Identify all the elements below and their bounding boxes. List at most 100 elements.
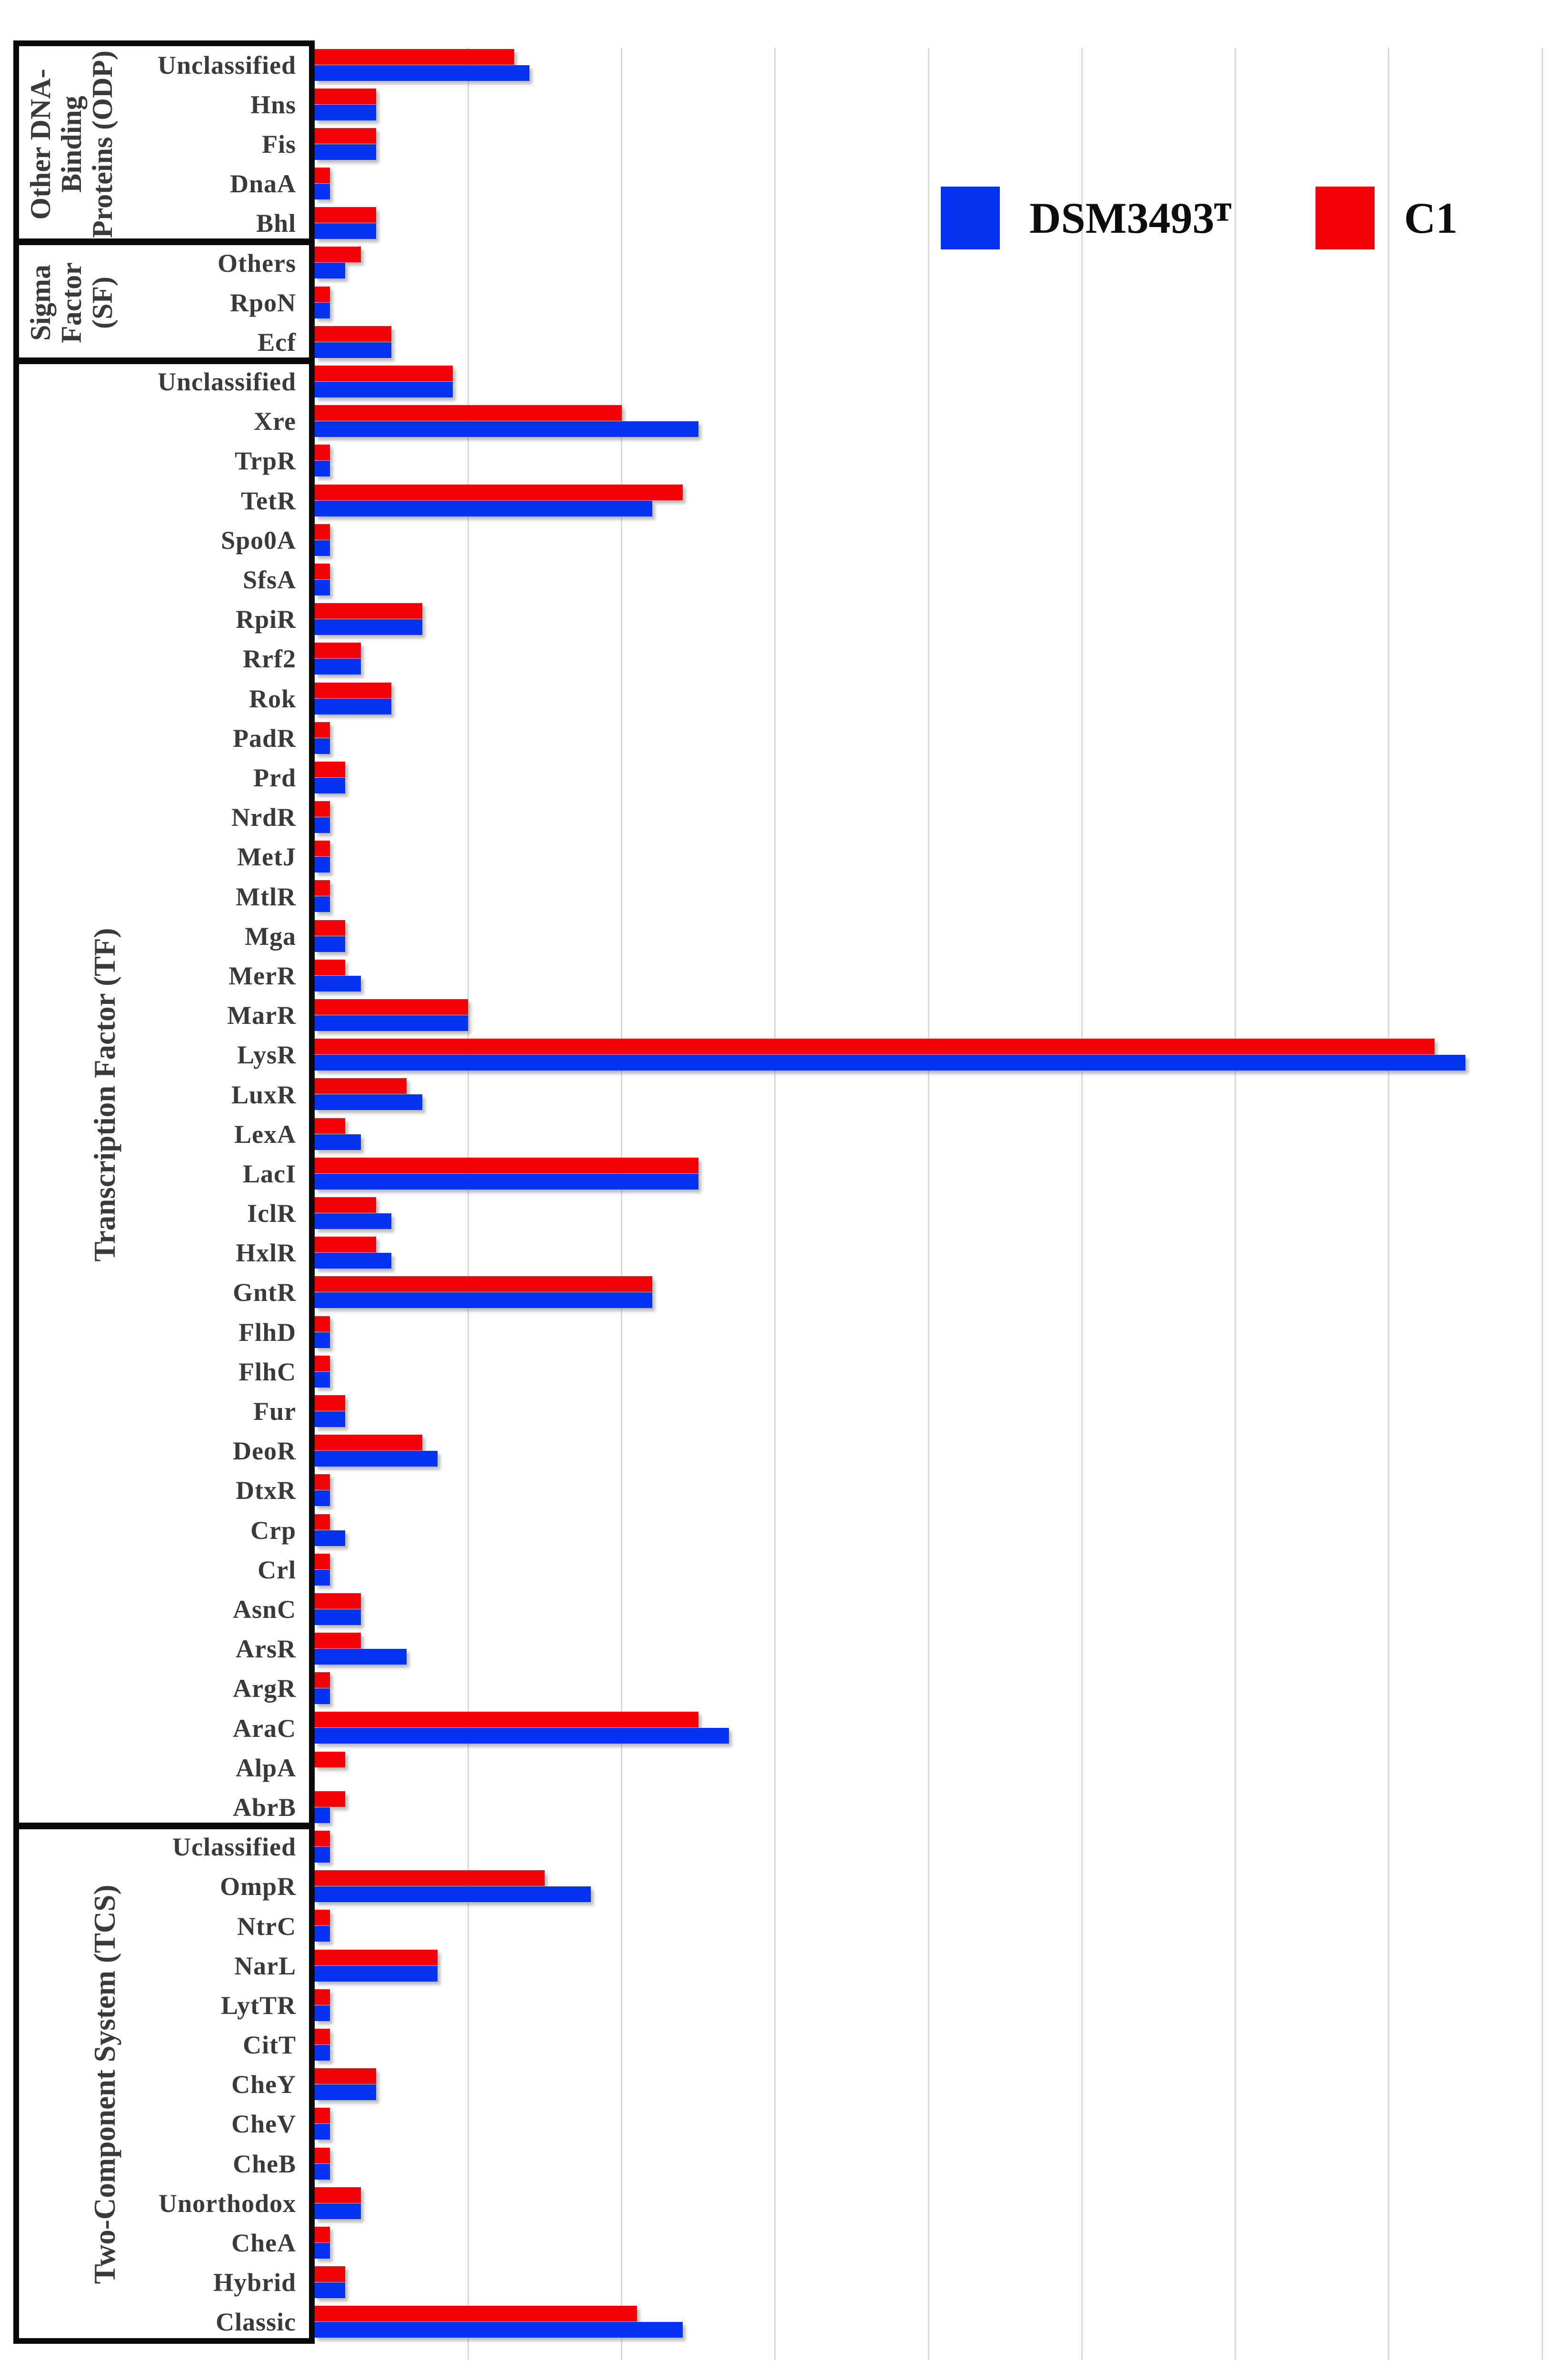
bar-c1 [315,1751,346,1767]
row-label: CheB [232,2149,296,2178]
row-label: ArgR [233,1674,296,1703]
bar-c1 [315,2266,346,2282]
legend-swatch [1316,187,1375,249]
bar-dsm3493t [315,1094,422,1111]
row-label: Hns [250,90,296,119]
row-label: OmpR [219,1872,296,1901]
row-label: AbrB [232,1793,296,1822]
legend-label: C1 [1404,194,1458,242]
gridline [1388,48,1390,2360]
bar-c1 [315,999,469,1015]
row-label: Xre [254,407,296,436]
bar-dsm3493t [315,1490,330,1507]
row-label: MerR [229,961,296,990]
bar-dsm3493t [315,302,330,318]
bar-dsm3493t [315,500,652,516]
bar-dsm3493t [315,2045,330,2061]
row-label: ArsR [236,1635,296,1664]
legend-label: DSM3493ᵀ [1029,194,1231,242]
bar-dsm3493t [315,619,422,635]
bar-c1 [315,1078,407,1094]
row-label: FlhC [238,1357,296,1386]
row-label: FlhD [238,1318,296,1347]
bar-c1 [315,2187,361,2203]
bar-dsm3493t [315,382,453,398]
bar-c1 [315,1435,422,1451]
bar-dsm3493t [315,857,330,873]
bar-c1 [315,445,330,461]
row-label: Classic [216,2308,296,2337]
bar-c1 [315,563,330,579]
bar-c1 [315,643,361,659]
row-label: Unclassified [157,367,296,397]
row-label: DnaA [229,169,296,198]
bar-c1 [315,722,330,738]
bar-dsm3493t [315,1847,330,1863]
row-label: MarR [227,1001,296,1030]
gridline [467,48,469,2360]
bar-c1 [315,959,346,975]
row-label: Mga [245,922,296,951]
bar-dsm3493t [315,2203,361,2219]
bar-dsm3493t [315,1134,361,1150]
bar-dsm3493t [315,184,330,200]
gridline [1081,48,1083,2360]
legend-item: DSM3493ᵀ [941,187,1231,249]
bar-dsm3493t [315,579,330,595]
bar-c1 [315,2068,376,2084]
bar-c1 [315,920,346,936]
row-label: Spo0A [220,526,296,555]
bar-dsm3493t [315,1371,330,1388]
row-label: Rrf2 [243,645,296,674]
bar-c1 [315,1118,346,1134]
bar-dsm3493t [315,1411,346,1427]
row-label: LytTR [220,1991,296,2020]
row-label: LysR [237,1041,296,1070]
bar-c1 [315,207,376,223]
bar-c1 [315,801,330,817]
bar-dsm3493t [315,104,376,120]
bar-c1 [315,1593,361,1609]
bar-c1 [315,405,622,421]
bar-c1 [315,49,514,65]
bar-c1 [315,880,330,896]
row-label: Ecf [258,327,296,357]
bar-c1 [315,2029,330,2044]
row-label: Uclassified [172,1833,296,1862]
row-label: CheA [231,2229,296,2258]
bar-dsm3493t [315,263,346,279]
bar-c1 [315,1355,330,1371]
bar-dsm3493t [315,2242,330,2259]
bar-c1 [315,168,330,184]
bar-dsm3493t [315,1728,729,1744]
bar-dsm3493t [315,1807,330,1823]
bar-dsm3493t [315,777,346,793]
bar-dsm3493t [315,1253,392,1269]
bar-c1 [315,1870,545,1886]
bar-c1 [315,1039,1435,1055]
row-label: AraC [233,1714,296,1743]
bar-dsm3493t [315,659,361,675]
gridline [1235,48,1236,2360]
row-label: Others [218,248,296,278]
row-label: IclR [247,1199,296,1228]
row-label: SfsA [242,565,296,595]
row-label: Crp [250,1516,296,1545]
bar-c1 [315,2226,330,2242]
bar-dsm3493t [315,738,330,754]
bar-dsm3493t [315,1569,330,1586]
bar-dsm3493t [315,2322,683,2338]
bar-c1 [315,1514,330,1530]
bar-dsm3493t [315,1688,330,1705]
bar-c1 [315,1316,330,1332]
row-label: HxlR [235,1239,296,1268]
bar-c1 [315,484,683,500]
gridline [621,48,622,2360]
bar-c1 [315,1237,376,1253]
bar-dsm3493t [315,1649,407,1665]
row-label: CitT [243,2031,296,2060]
bar-dsm3493t [315,1451,438,1467]
bar-dsm3493t [315,1213,392,1229]
bar-c1 [315,1910,330,1926]
